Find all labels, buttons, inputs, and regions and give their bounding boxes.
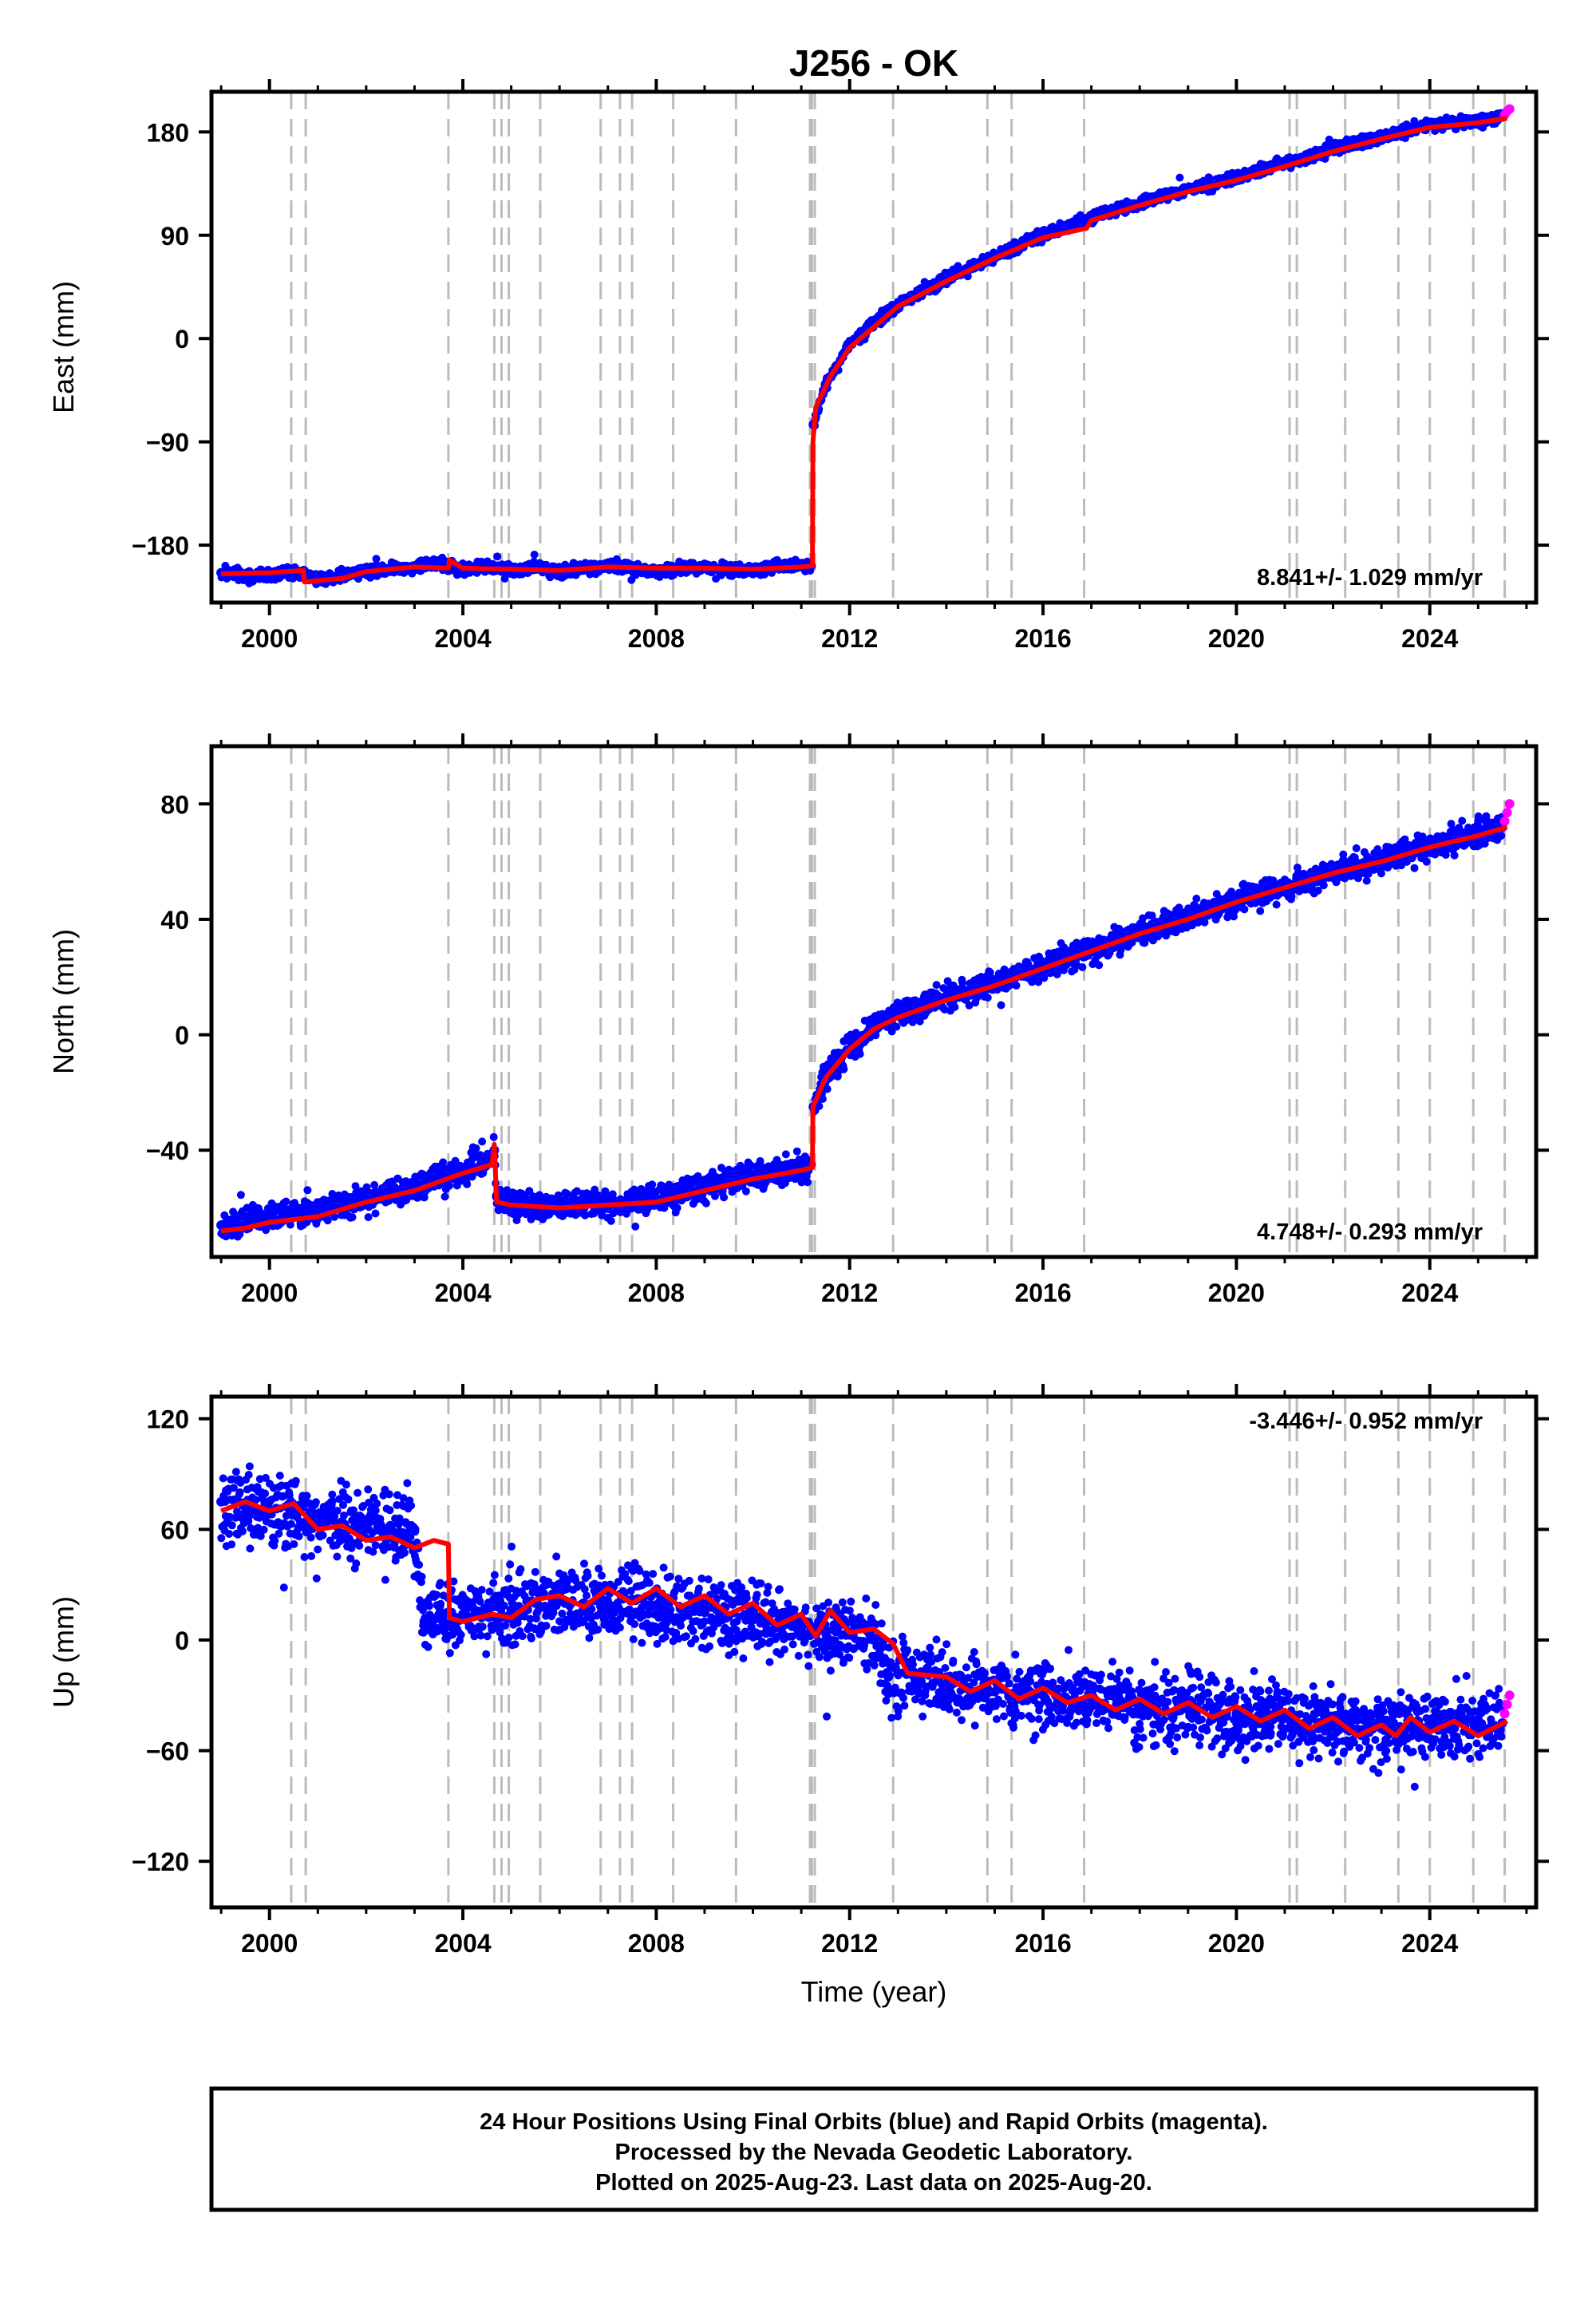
north-point bbox=[1139, 914, 1147, 923]
north-point bbox=[983, 994, 992, 1002]
north-point bbox=[472, 1144, 480, 1152]
east-xtick-label: 2020 bbox=[1208, 624, 1265, 653]
north-point bbox=[608, 1190, 617, 1199]
east-xtick-label: 2012 bbox=[821, 624, 878, 653]
north-point bbox=[370, 1180, 379, 1189]
north-point bbox=[463, 1180, 472, 1188]
north-point bbox=[1095, 961, 1104, 970]
east-point bbox=[372, 555, 381, 563]
north-point bbox=[282, 1197, 290, 1206]
north-point bbox=[1078, 963, 1087, 971]
east-panel: 2000 2004 2008 2012 2016 2020 2024 180 90 0 −90 −18… bbox=[47, 79, 1549, 653]
east-ytick-label: 180 bbox=[147, 118, 189, 147]
east-rate-annotation: 8.841+/- 1.029 mm/yr bbox=[1257, 565, 1483, 591]
north-point bbox=[1200, 918, 1209, 927]
north-point bbox=[606, 1216, 615, 1225]
north-point bbox=[932, 981, 941, 990]
north-panel: 2000 2004 2008 2012 2016 2020 202480400−40Nort… bbox=[47, 733, 1549, 1307]
east-model-line bbox=[221, 116, 1508, 585]
north-series-final bbox=[216, 812, 1507, 1241]
north-point bbox=[364, 1213, 373, 1222]
north-point bbox=[915, 1017, 924, 1026]
north-point bbox=[1287, 892, 1296, 901]
east-xtick-label: 2008 bbox=[628, 624, 685, 653]
chart-title: J256 - OK bbox=[789, 42, 958, 84]
north-point bbox=[489, 1132, 498, 1141]
north-point bbox=[693, 1172, 702, 1180]
east-series-rapid bbox=[1499, 104, 1515, 120]
north-point bbox=[236, 1191, 245, 1199]
north-point bbox=[701, 1199, 710, 1207]
east-series-final bbox=[216, 109, 1507, 589]
north-point bbox=[348, 1213, 357, 1222]
north-point bbox=[1034, 978, 1043, 986]
north-point bbox=[997, 1001, 1005, 1010]
north-point bbox=[986, 968, 994, 977]
north-point bbox=[494, 1206, 503, 1215]
north-point bbox=[1230, 912, 1238, 921]
east-ytick-label: 0 bbox=[175, 325, 189, 354]
north-point bbox=[581, 1211, 590, 1219]
east-point bbox=[493, 552, 502, 561]
north-point bbox=[371, 1209, 380, 1218]
north-point bbox=[673, 1203, 681, 1212]
east-xtick-label: 2000 bbox=[241, 624, 298, 653]
north-point bbox=[892, 1022, 901, 1031]
north-point bbox=[943, 977, 952, 986]
north-point bbox=[839, 1065, 848, 1073]
north-point bbox=[1040, 974, 1049, 982]
north-point bbox=[741, 1187, 750, 1196]
north-point bbox=[965, 1001, 974, 1010]
north-point bbox=[792, 1147, 801, 1156]
north-point bbox=[711, 1192, 719, 1200]
east-point bbox=[1175, 173, 1184, 182]
north-point bbox=[440, 1192, 449, 1201]
north-point bbox=[451, 1156, 460, 1165]
north-point bbox=[1314, 886, 1322, 895]
north-point bbox=[330, 1212, 339, 1221]
north-point bbox=[478, 1137, 487, 1146]
east-ylabel: East (mm) bbox=[47, 281, 80, 413]
north-point bbox=[1053, 970, 1061, 978]
east-ytick-label: 90 bbox=[160, 222, 189, 251]
north-point bbox=[648, 1180, 657, 1189]
north-point bbox=[855, 1049, 864, 1058]
north-point bbox=[1240, 905, 1249, 914]
north-point bbox=[781, 1150, 790, 1159]
east-xtick-label: 2024 bbox=[1401, 624, 1458, 653]
north-point bbox=[1028, 978, 1037, 986]
north-point bbox=[1192, 895, 1201, 903]
north-point bbox=[1319, 881, 1328, 890]
north-point bbox=[1272, 900, 1281, 909]
east-point bbox=[1325, 135, 1333, 144]
east-ytick-label: −90 bbox=[146, 429, 189, 457]
north-point bbox=[720, 1193, 729, 1202]
north-point bbox=[1162, 931, 1171, 940]
north-point bbox=[1256, 907, 1265, 915]
north-point bbox=[1012, 981, 1021, 990]
east-point bbox=[1504, 104, 1515, 114]
east-frame bbox=[209, 89, 1539, 605]
north-point bbox=[303, 1186, 312, 1195]
north-point bbox=[351, 1182, 360, 1191]
north-point bbox=[631, 1222, 640, 1231]
north-point bbox=[851, 1029, 860, 1037]
north-point bbox=[323, 1216, 332, 1225]
north-point bbox=[1046, 969, 1055, 978]
north-point bbox=[439, 1158, 448, 1167]
east-xtick-label: 2004 bbox=[434, 624, 491, 653]
north-point bbox=[781, 1179, 789, 1188]
east-xtick-label: 2016 bbox=[1014, 624, 1071, 653]
north-point bbox=[747, 1161, 756, 1170]
east-point bbox=[530, 551, 539, 559]
east-ytick-label: −180 bbox=[132, 532, 189, 560]
north-point bbox=[797, 1178, 806, 1187]
north-point bbox=[445, 1181, 453, 1190]
east-point bbox=[546, 573, 555, 582]
north-point bbox=[818, 1095, 827, 1103]
north-point bbox=[804, 1178, 812, 1187]
north-point bbox=[950, 1002, 959, 1011]
north-point bbox=[823, 1085, 832, 1093]
